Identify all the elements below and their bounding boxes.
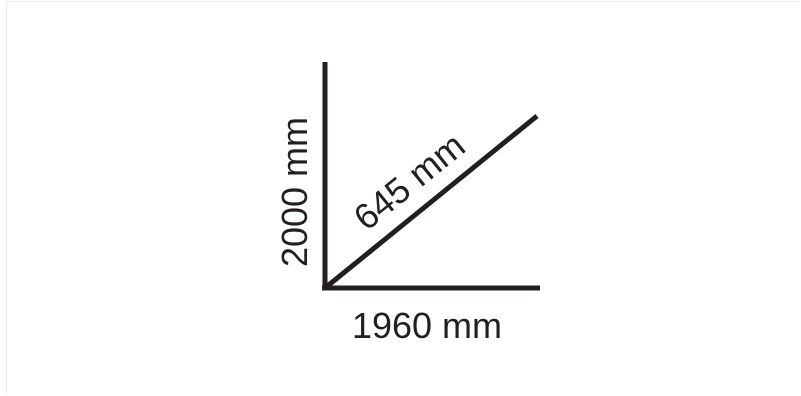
diagonal-line (323, 114, 539, 290)
width-label: 1960 mm (352, 305, 502, 346)
height-label: 2000 mm (274, 117, 315, 267)
image-frame (6, 1, 800, 395)
